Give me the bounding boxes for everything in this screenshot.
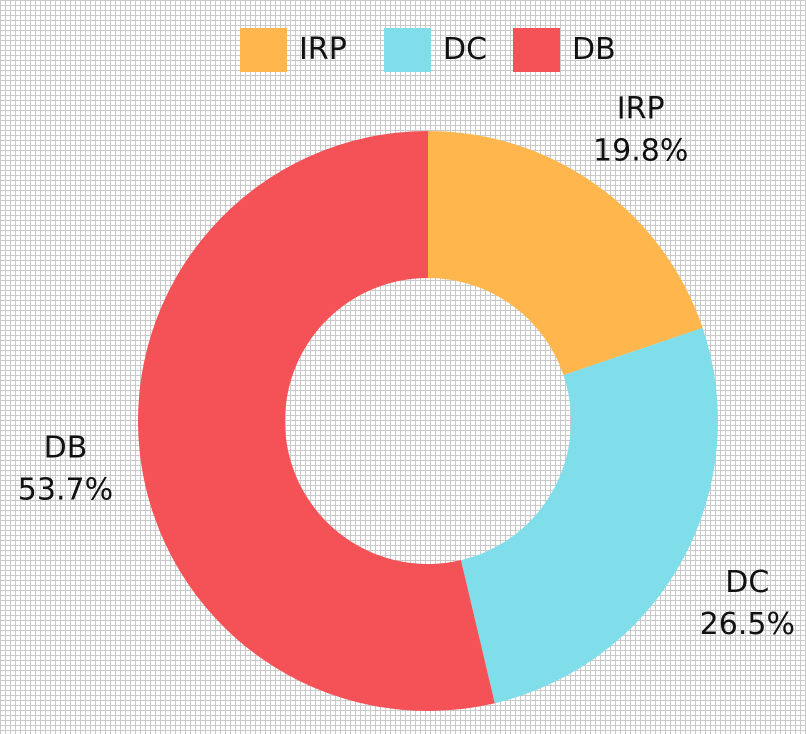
legend-item-db[interactable]: DB bbox=[513, 28, 616, 72]
slice-irp[interactable] bbox=[428, 131, 703, 376]
legend-label-dc: DC bbox=[443, 32, 488, 67]
slice-label-db: DB 53.7% bbox=[18, 430, 113, 507]
legend-swatch-irp bbox=[240, 28, 287, 72]
slice-label-irp: IRP 19.8% bbox=[593, 91, 688, 168]
slice-label-dc: DC 26.5% bbox=[700, 565, 795, 642]
legend-label-irp: IRP bbox=[299, 32, 347, 67]
chart-legend: IRP DC DB bbox=[0, 0, 806, 90]
slice-labels-group: IRP 19.8% DC 26.5% DB 53.7% bbox=[18, 91, 795, 641]
legend-swatch-dc bbox=[384, 28, 431, 72]
slices-group bbox=[137, 131, 719, 711]
legend-swatch-db bbox=[513, 28, 560, 72]
legend-item-dc[interactable]: DC bbox=[384, 28, 487, 72]
legend-item-irp[interactable]: IRP bbox=[240, 28, 347, 72]
slice-db[interactable] bbox=[137, 131, 495, 711]
slice-dc[interactable] bbox=[460, 327, 719, 704]
legend-label-db: DB bbox=[572, 32, 616, 67]
